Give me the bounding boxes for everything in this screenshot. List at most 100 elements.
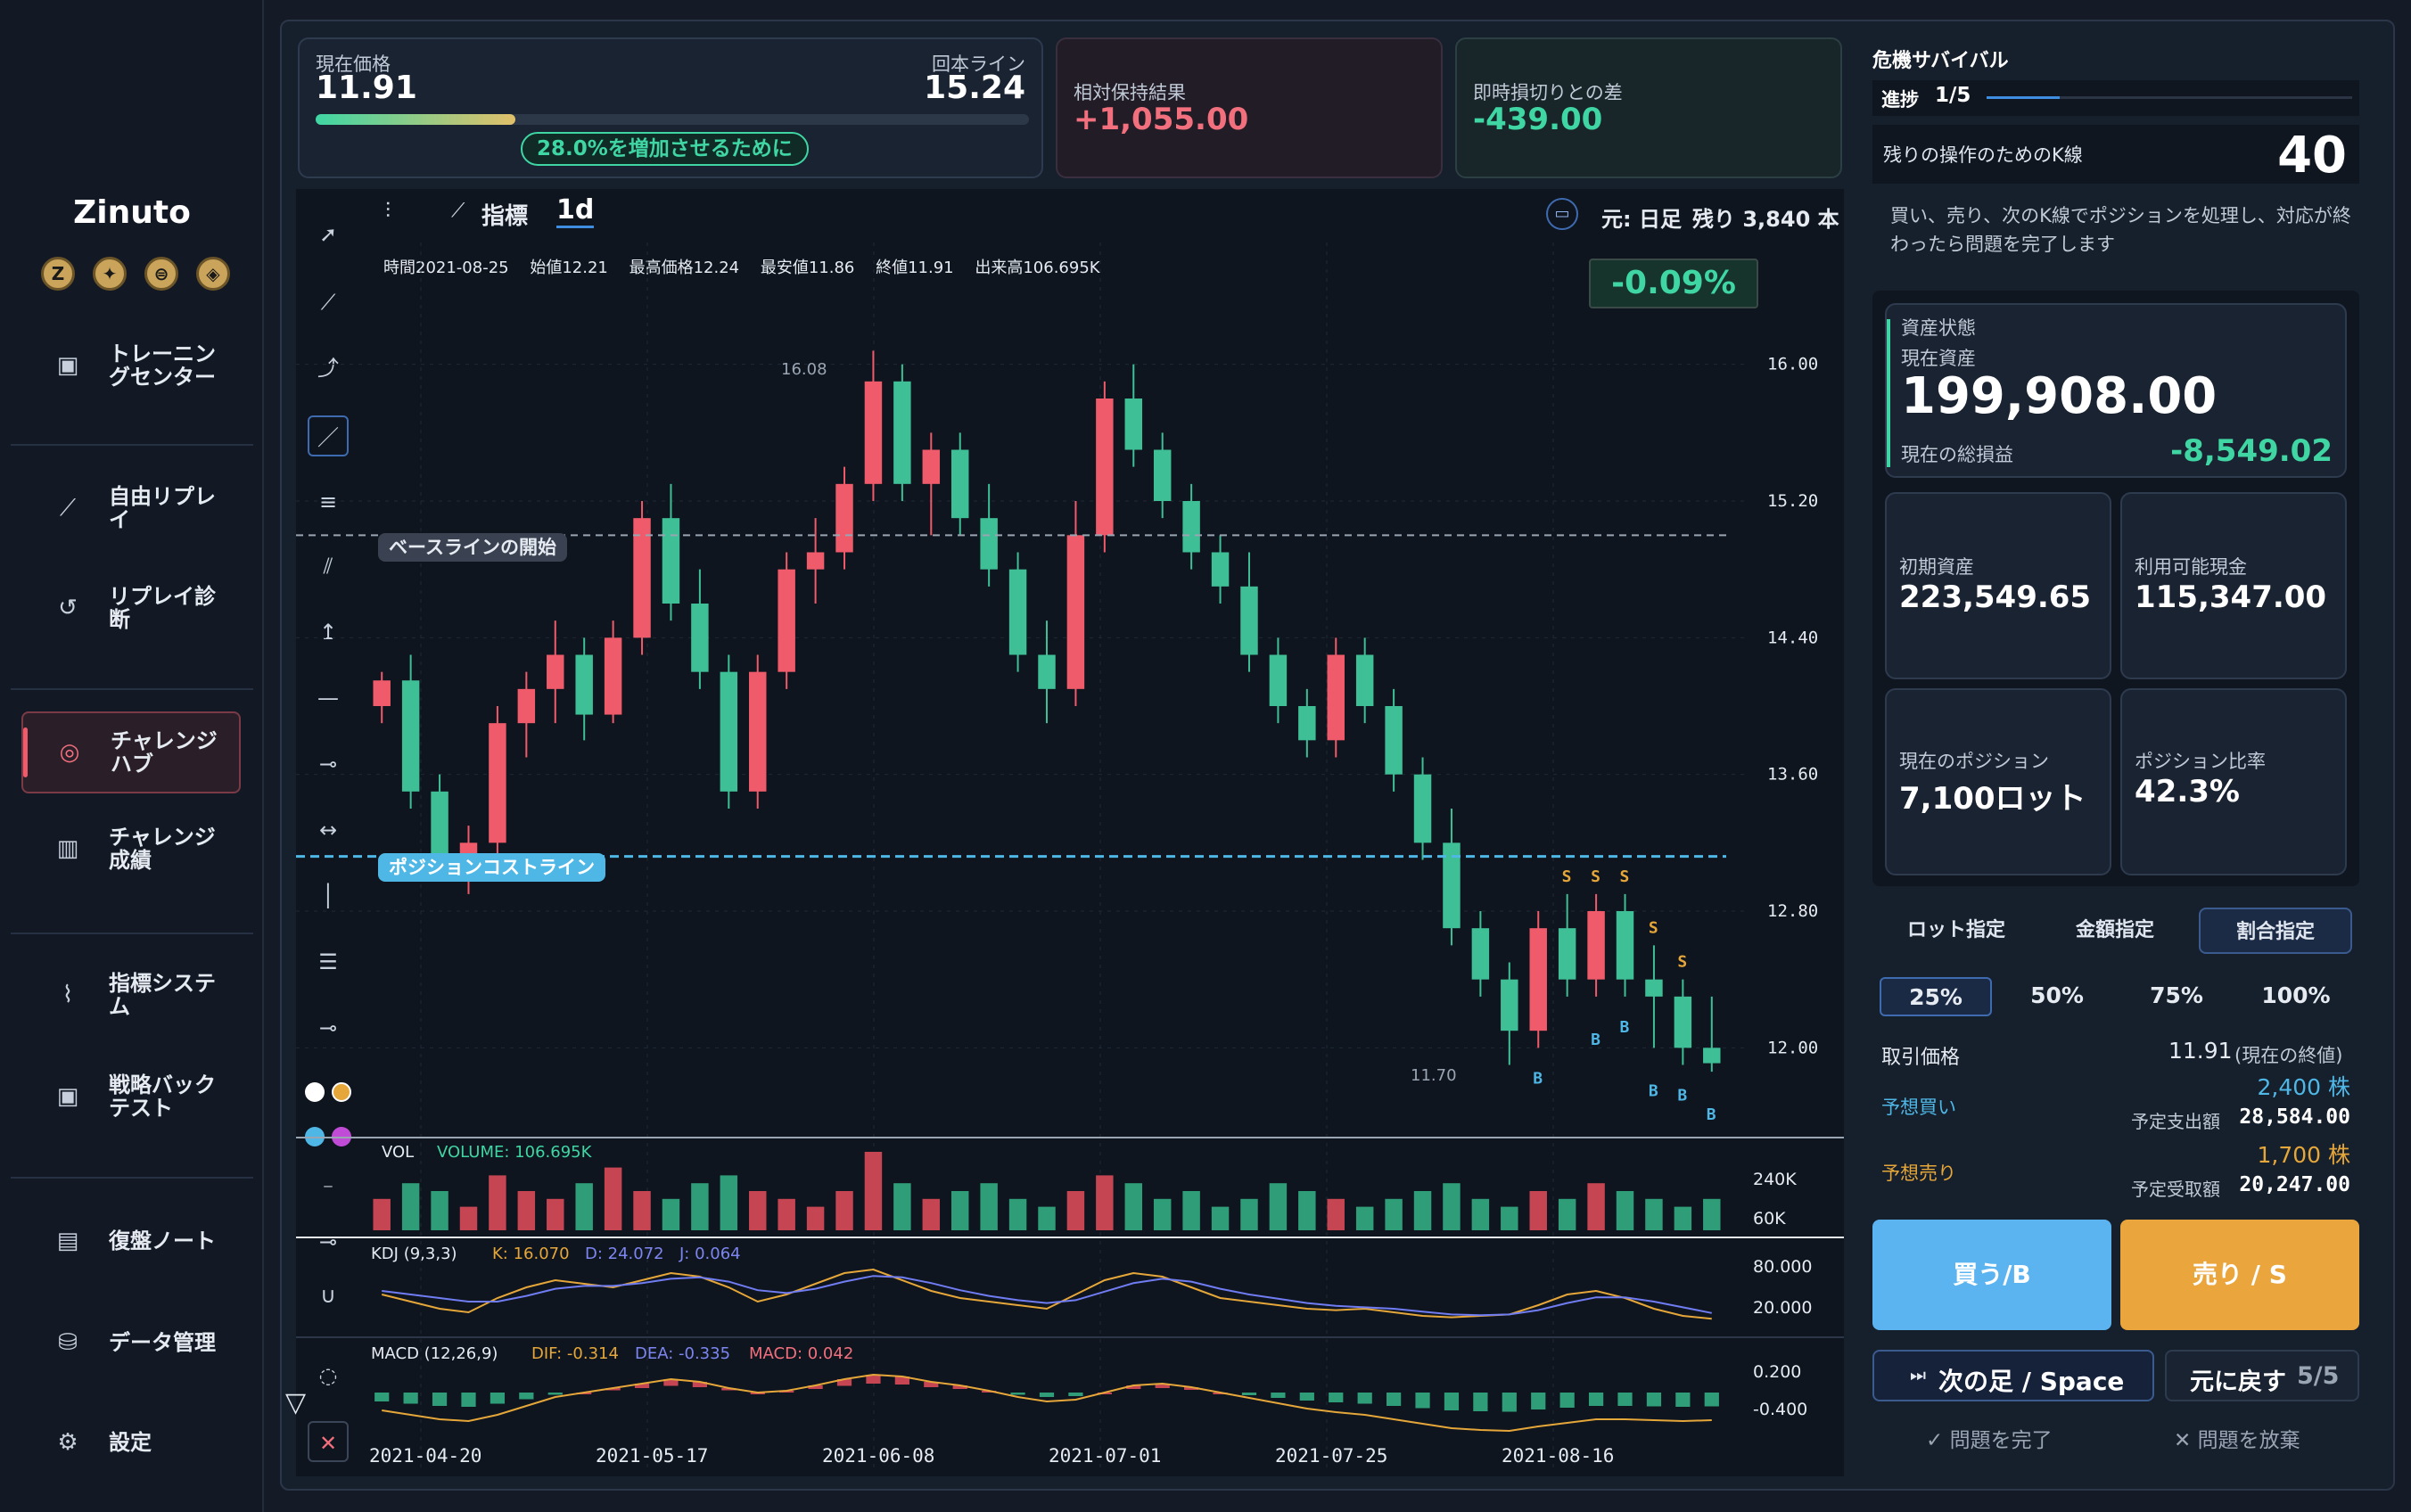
- slider-icon[interactable]: ⊸: [318, 1229, 338, 1254]
- sidebar-item-backtest[interactable]: ▣ 戦略バックテスト: [21, 1056, 241, 1138]
- tab-ratio[interactable]: 割合指定: [2199, 908, 2352, 954]
- parallel-icon[interactable]: ≡: [318, 489, 338, 514]
- remaining-kline-value: 40: [2277, 127, 2347, 185]
- ray-icon[interactable]: ⤴: [317, 356, 339, 381]
- candle-body: [373, 680, 391, 706]
- change-badge: -0.09%: [1589, 259, 1758, 308]
- line-width-icon[interactable]: ⁻: [322, 1178, 334, 1203]
- vertical-arrow-icon[interactable]: ↥: [318, 620, 338, 645]
- ratio-value: 42.3%: [2135, 774, 2240, 809]
- line-tool-icon[interactable]: ／: [308, 415, 349, 456]
- volume-bar: [547, 1198, 564, 1230]
- candle-body: [401, 680, 420, 792]
- candle-body: [547, 654, 564, 689]
- tab-lot[interactable]: ロット指定: [1906, 919, 2005, 941]
- trend-line-icon[interactable]: ⟋: [320, 290, 336, 315]
- sidebar-item-free-replay[interactable]: ⟋ 自由リプレイ: [21, 467, 241, 549]
- baseline-label: ベースラインの開始: [378, 533, 567, 562]
- chart-area[interactable]: [296, 189, 1844, 1476]
- macd-bar: [461, 1393, 476, 1407]
- backtest-icon: ▣: [56, 1083, 79, 1110]
- volume-bar: [864, 1152, 883, 1230]
- channel-icon[interactable]: ⫽: [323, 554, 333, 579]
- macd-bar: [866, 1375, 881, 1384]
- tab-amount[interactable]: 金額指定: [2075, 919, 2154, 941]
- return-line-label: 回本ライン: [932, 53, 1025, 75]
- magnet-icon[interactable]: ∪: [320, 1283, 336, 1308]
- date-tick-label: 2021-04-20: [369, 1445, 481, 1467]
- volume-bar: [431, 1191, 448, 1230]
- candle-body: [893, 381, 911, 484]
- price-range-icon[interactable]: ⊸: [318, 1015, 338, 1040]
- position-value: 7,100ロット: [1899, 781, 2086, 817]
- sidebar-item-challenge-hub[interactable]: ◎ チャレンジハブ: [21, 711, 241, 793]
- eye-hide-icon[interactable]: ◌: [318, 1363, 338, 1388]
- candle-body: [1269, 654, 1288, 706]
- abandon-button[interactable]: ✕ 問題を放棄: [2174, 1423, 2300, 1453]
- period-1d[interactable]: 1d: [556, 194, 595, 228]
- volume-bar: [633, 1191, 651, 1230]
- ray-left-icon[interactable]: ⊸: [318, 752, 338, 777]
- delete-icon[interactable]: ✕: [308, 1421, 349, 1462]
- candle-body: [1501, 979, 1518, 1031]
- sidebar-item-indicator-system[interactable]: ⌇ 指標システム: [21, 954, 241, 1036]
- sell-button[interactable]: 売り / S: [2120, 1220, 2359, 1330]
- percent-75[interactable]: 75%: [2150, 982, 2203, 1008]
- candle-body: [1355, 654, 1374, 706]
- text-lines-icon[interactable]: ☰: [318, 949, 338, 974]
- sidebar-item-settings[interactable]: ⚙ 設定: [21, 1401, 241, 1483]
- target-icon: ◎: [59, 739, 80, 766]
- sidebar-item-replay-diagnosis[interactable]: ↺ リプレイ診断: [21, 567, 241, 649]
- macd-bar: [1241, 1393, 1257, 1395]
- percent-50[interactable]: 50%: [2030, 982, 2084, 1008]
- candle-body: [864, 381, 883, 484]
- sidebar-item-data[interactable]: ⛁ データ管理: [21, 1302, 241, 1384]
- coin-badges: Z ✦ ⊜ ◈: [41, 257, 230, 291]
- macd-bar: [1329, 1393, 1344, 1402]
- color-white-swatch[interactable]: [305, 1082, 325, 1102]
- candle-body: [1124, 399, 1143, 450]
- coin-z-icon: Z: [41, 257, 75, 291]
- color-orange-swatch[interactable]: [332, 1082, 351, 1102]
- sidebar-item-review-notes[interactable]: ▤ 復盤ノート: [21, 1200, 241, 1282]
- source-label: 元: 日足: [1601, 207, 1682, 232]
- current-asset-value: 199,908.00: [1901, 367, 2218, 425]
- next-bar-button[interactable]: ⏭ 次の足 / Space: [1872, 1350, 2154, 1401]
- complete-button[interactable]: ✓ 問題を完了: [1926, 1423, 2053, 1453]
- volume-bar: [980, 1183, 998, 1230]
- stop-loss-value: -439.00: [1473, 102, 1603, 137]
- screen-icon[interactable]: ▭: [1546, 198, 1578, 230]
- segment-icon[interactable]: ↔: [318, 818, 338, 842]
- macd-bar: [1675, 1393, 1691, 1407]
- candles: [373, 350, 1721, 1072]
- cash-label: 利用可能現金: [2135, 556, 2247, 578]
- vertical-line-icon[interactable]: │: [321, 883, 335, 908]
- macd-bar: [1068, 1393, 1083, 1396]
- sidebar-item-challenge-results[interactable]: ▥ チャレンジ成績: [21, 808, 241, 890]
- candle-body: [691, 604, 709, 672]
- horizontal-line-icon[interactable]: —: [317, 686, 339, 711]
- percent-100[interactable]: 100%: [2261, 982, 2331, 1008]
- sell-shares: 1,700 株: [2257, 1142, 2350, 1168]
- kdj-j: J: 0.064: [679, 1245, 741, 1263]
- undo-button[interactable]: 元に戻す 5/5: [2165, 1350, 2359, 1401]
- buy-button[interactable]: 買う/B: [1872, 1220, 2111, 1330]
- sidebar-item-label: 設定: [109, 1430, 152, 1455]
- indicator-button[interactable]: 指標: [481, 203, 529, 230]
- price-tick-label: 14.40: [1767, 628, 1818, 647]
- candle-body: [633, 518, 651, 638]
- macd-bar: [808, 1385, 823, 1389]
- date-tick-label: 2021-07-25: [1275, 1445, 1387, 1467]
- sidebar-item-training[interactable]: ▣ トレーニングセンター: [21, 325, 241, 407]
- cursor-icon[interactable]: ➚: [318, 222, 338, 247]
- sell-estimate-label: 予想売り: [1881, 1163, 1956, 1184]
- macd-bar: [1357, 1393, 1372, 1404]
- sell-amount: 20,247.00: [2239, 1173, 2350, 1196]
- price-tick-label: 12.00: [1767, 1038, 1818, 1057]
- price-tick-label: 16.00: [1767, 355, 1818, 374]
- candle-body: [749, 671, 767, 792]
- percent-25[interactable]: 25%: [1880, 977, 1992, 1016]
- candle-type-icon[interactable]: ⫶: [385, 198, 391, 223]
- volume-bar: [806, 1206, 825, 1230]
